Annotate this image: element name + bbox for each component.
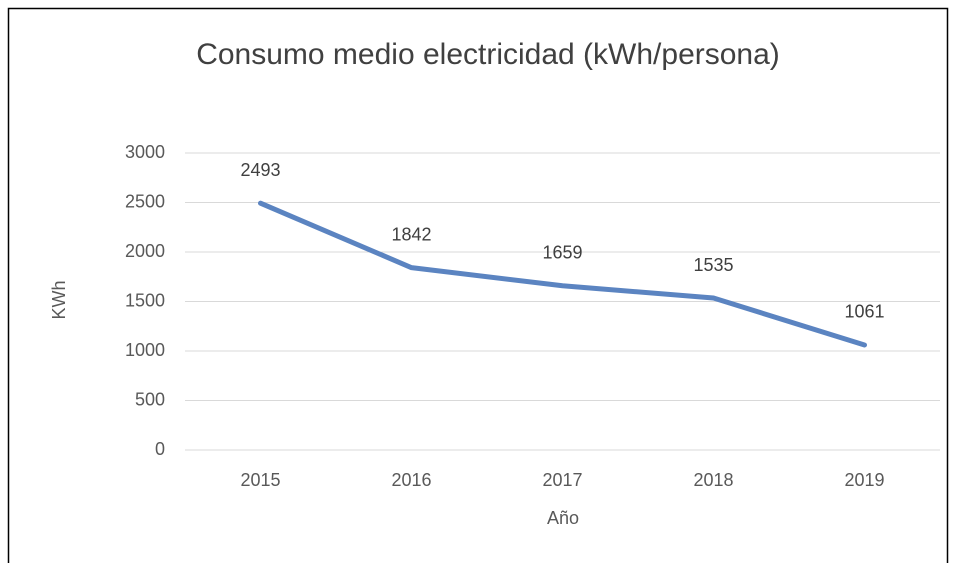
line-series bbox=[258, 200, 867, 348]
chart-frame bbox=[7, 7, 949, 563]
y-tick-label: 1500 bbox=[125, 290, 165, 310]
data-label: 2493 bbox=[240, 160, 280, 180]
x-tick-label: 2019 bbox=[844, 470, 884, 490]
y-axis-label: KWh bbox=[49, 280, 69, 319]
y-tick-label: 2500 bbox=[125, 191, 165, 211]
data-label: 1659 bbox=[542, 243, 582, 263]
chart-title: Consumo medio electricidad (kWh/persona) bbox=[196, 38, 780, 71]
y-tick-label: 500 bbox=[135, 389, 165, 409]
x-tick-label: 2016 bbox=[391, 470, 431, 490]
data-label: 1061 bbox=[844, 302, 884, 322]
data-label: 1842 bbox=[391, 224, 431, 244]
x-axis-label: Año bbox=[547, 508, 579, 528]
x-tick-label: 2017 bbox=[542, 470, 582, 490]
y-tick-label: 2000 bbox=[125, 241, 165, 261]
y-tick-label: 3000 bbox=[125, 142, 165, 162]
x-tick-label: 2015 bbox=[240, 470, 280, 490]
data-label: 1535 bbox=[693, 255, 733, 275]
y-tick-label: 0 bbox=[155, 439, 165, 459]
x-tick-label: 2018 bbox=[693, 470, 733, 490]
y-tick-label: 1000 bbox=[125, 340, 165, 360]
